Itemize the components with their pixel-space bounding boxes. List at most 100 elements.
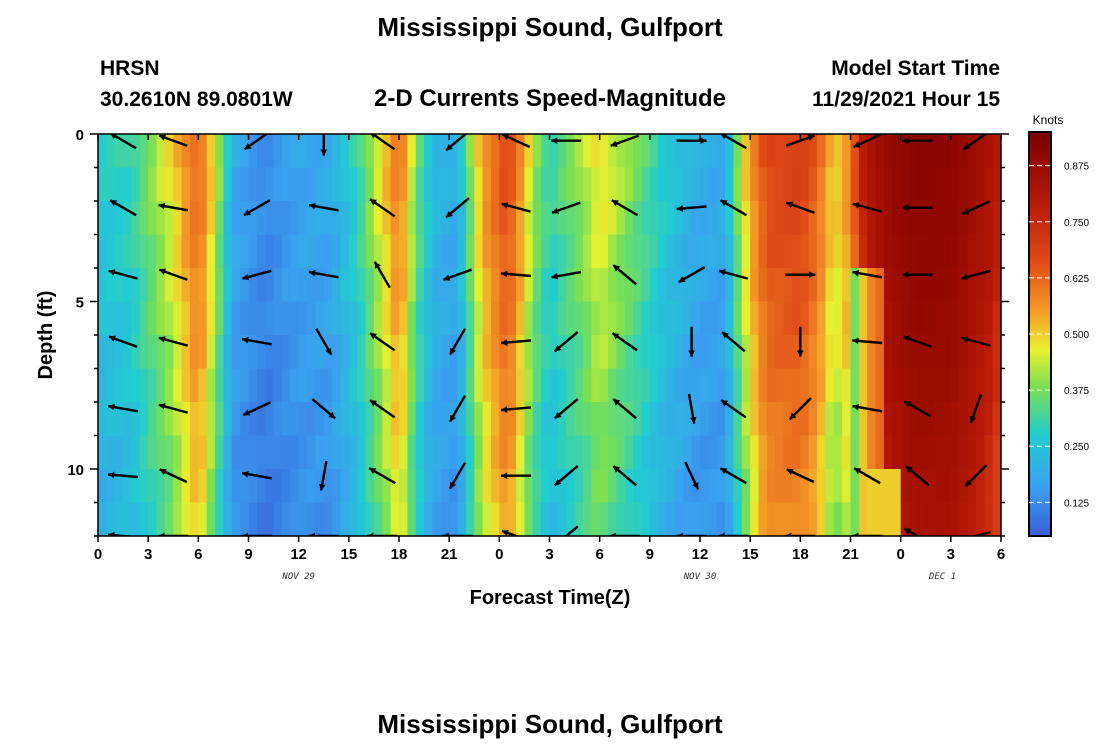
heatmap-cell (524, 402, 534, 437)
heatmap-cell (499, 368, 509, 403)
current-vector (610, 134, 640, 147)
heatmap-cell (365, 201, 375, 236)
heatmap-cell (633, 201, 643, 236)
heatmap-cell (825, 201, 835, 236)
heatmap-cell (474, 368, 484, 403)
heatmap-cell (549, 435, 559, 470)
heatmap-cell (934, 469, 944, 504)
heatmap-cell (474, 201, 484, 236)
heatmap-cell (917, 234, 927, 269)
heatmap-cell (114, 402, 124, 437)
heatmap-cell (231, 469, 241, 504)
current-vector (902, 335, 932, 348)
heatmap-cell (265, 402, 275, 437)
heatmap-cell (516, 201, 526, 236)
heatmap-cell (549, 402, 559, 437)
heatmap-cell (173, 134, 183, 169)
heatmap-cell (490, 201, 500, 236)
heatmap-cell (766, 435, 776, 470)
heatmap-cell (649, 201, 659, 236)
heatmap-cell (800, 201, 810, 236)
heatmap-cell (315, 268, 325, 303)
heatmap-cell (641, 502, 651, 536)
heatmap-cell (198, 268, 208, 303)
heatmap-cell (248, 368, 258, 403)
current-vector (688, 326, 695, 357)
current-vector (612, 465, 637, 487)
heatmap-cell (198, 469, 208, 504)
heatmap-cell (281, 469, 291, 504)
heatmap-cell (641, 268, 651, 303)
heatmap-cell (490, 335, 500, 370)
heatmap-cell (708, 234, 718, 269)
heatmap-cell (557, 234, 567, 269)
heatmap-cell (883, 268, 893, 303)
heatmap-cell (231, 435, 241, 470)
heatmap-cell (708, 268, 718, 303)
heatmap-cell (424, 134, 434, 169)
heatmap-cell (766, 301, 776, 336)
x-tick-label: 6 (595, 546, 603, 563)
heatmap-cell (390, 268, 400, 303)
heatmap-cell (156, 335, 166, 370)
heatmap-cell (917, 402, 927, 437)
heatmap-cell (825, 301, 835, 336)
heatmap-cell (766, 234, 776, 269)
heatmap-cell (608, 234, 617, 269)
heatmap-cell (674, 502, 684, 536)
heatmap-cell (574, 469, 584, 504)
heatmap-cell (156, 201, 166, 236)
heatmap-cell (373, 469, 383, 504)
heatmap-cell (524, 167, 534, 202)
heatmap-cell (298, 201, 308, 236)
heatmap-cell (516, 435, 526, 470)
current-vector (320, 134, 328, 156)
heatmap-cell (624, 402, 634, 437)
heatmap-cell (206, 301, 216, 336)
heatmap-cell (758, 134, 768, 169)
heatmap-cell (307, 335, 316, 370)
heatmap-cell (189, 134, 199, 169)
heatmap-cell (716, 402, 726, 437)
heatmap-cell (432, 469, 442, 504)
heatmap-cell (256, 402, 266, 437)
heatmap-cell (131, 134, 141, 169)
heatmap-cell (934, 234, 944, 269)
heatmap-cell (800, 268, 810, 303)
heatmap-cell (482, 469, 492, 504)
heatmap-cell (281, 201, 291, 236)
heatmap-cell (490, 234, 500, 269)
heatmap-cell (766, 201, 776, 236)
heatmap-cell (599, 167, 609, 202)
heatmap-cell (524, 435, 534, 470)
heatmap-cell (817, 502, 827, 536)
heatmap-cell (524, 234, 534, 269)
heatmap-cell (975, 435, 985, 470)
heatmap-cell (156, 301, 166, 336)
heatmap-cell (900, 268, 910, 303)
heatmap-cell (750, 167, 760, 202)
heatmap-cell (741, 167, 751, 202)
heatmap-cell (482, 301, 492, 336)
heatmap-cell (700, 335, 709, 370)
heatmap-cell (348, 402, 358, 437)
heatmap-cell (658, 335, 668, 370)
heatmap-cell (925, 335, 935, 370)
heatmap-cell (131, 435, 141, 470)
x-tick-label: 18 (792, 546, 809, 563)
heatmap-cell (825, 368, 835, 403)
heatmap-cell (658, 469, 668, 504)
heatmap-cell (959, 301, 969, 336)
colorbar-ticks: 0.125 0.250 0.375 0.500 0.625 0.750 0.875 (1029, 162, 1089, 509)
current-vector (903, 400, 931, 418)
heatmap-cell (106, 167, 116, 202)
heatmap-cell (549, 234, 559, 269)
heatmap-cell (307, 301, 316, 336)
heatmap-cell (750, 268, 760, 303)
current-vector (788, 397, 812, 421)
heatmap-cell (98, 201, 107, 236)
heatmap-cell (791, 167, 801, 202)
station-coords: 30.2610N 89.0801W (100, 88, 293, 111)
heatmap-cell (641, 234, 651, 269)
